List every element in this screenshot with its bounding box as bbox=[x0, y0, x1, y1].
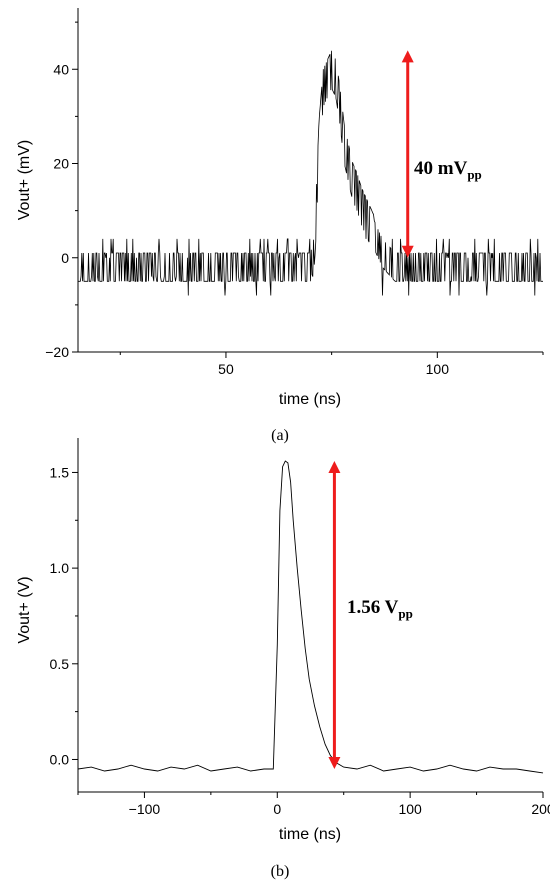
chart-b-x-tick-label: 0 bbox=[273, 801, 281, 817]
chart-b-annotation-label: 1.56 Vpp bbox=[347, 597, 413, 621]
chart-a-y-tick-label: −20 bbox=[45, 344, 69, 360]
chart-a-annotation-arrow bbox=[401, 50, 414, 258]
chart-a-x-tick-label: 50 bbox=[218, 361, 234, 377]
chart-b-series-line bbox=[77, 460, 544, 774]
chart-b-y-tick-label: 1.0 bbox=[50, 560, 70, 576]
chart-a-annotation-label: 40 mVpp bbox=[414, 158, 482, 182]
chart-b-y-tick-label: 1.5 bbox=[50, 464, 70, 480]
chart-b-annotation-main: 1.56 V bbox=[347, 597, 399, 618]
chart-a-y-tick-label: 20 bbox=[53, 156, 69, 172]
chart-b: −100 0 100 200 0.0 0.5 1.0 1.5 time (ns) Vout+ … bbox=[16, 438, 550, 880]
chart-b-y-tick-label: 0.0 bbox=[50, 751, 70, 767]
chart-b-annotation-arrow bbox=[328, 460, 341, 770]
chart-a: 50 100 −20 0 20 40 time (ns) Vout+ (mV) 40 mV… bbox=[16, 8, 544, 444]
chart-a-y-tick-label: 40 bbox=[53, 61, 69, 77]
chart-a-annotation-main: 40 mV bbox=[414, 158, 468, 179]
chart-b-ticks bbox=[72, 471, 544, 798]
chart-a-tick-labels: 50 100 −20 0 20 40 bbox=[45, 61, 449, 377]
chart-b-annotation-sub: pp bbox=[398, 606, 412, 621]
chart-a-y-tick-label: 0 bbox=[61, 250, 69, 266]
chart-a-series-line bbox=[78, 50, 543, 296]
chart-b-tick-labels: −100 0 100 200 0.0 0.5 1.0 1.5 bbox=[50, 464, 550, 817]
chart-b-panel-label: (b) bbox=[271, 863, 290, 880]
chart-a-y-axis-title: Vout+ (mV) bbox=[16, 140, 33, 220]
chart-a-x-axis-title: time (ns) bbox=[279, 391, 341, 408]
chart-b-x-tick-label: 200 bbox=[531, 801, 550, 817]
chart-b-y-axis-title: Vout+ (V) bbox=[16, 576, 33, 643]
chart-a-panel-label: (a) bbox=[271, 427, 289, 444]
chart-a-x-tick-label: 100 bbox=[426, 361, 450, 377]
chart-a-annotation-sub: pp bbox=[467, 167, 481, 182]
chart-b-y-tick-label: 0.5 bbox=[50, 656, 70, 672]
chart-b-x-tick-label: 100 bbox=[398, 801, 422, 817]
chart-b-x-tick-label: −100 bbox=[129, 801, 161, 817]
chart-b-x-axis-title: time (ns) bbox=[279, 826, 341, 843]
chart-a-ticks bbox=[72, 21, 544, 358]
